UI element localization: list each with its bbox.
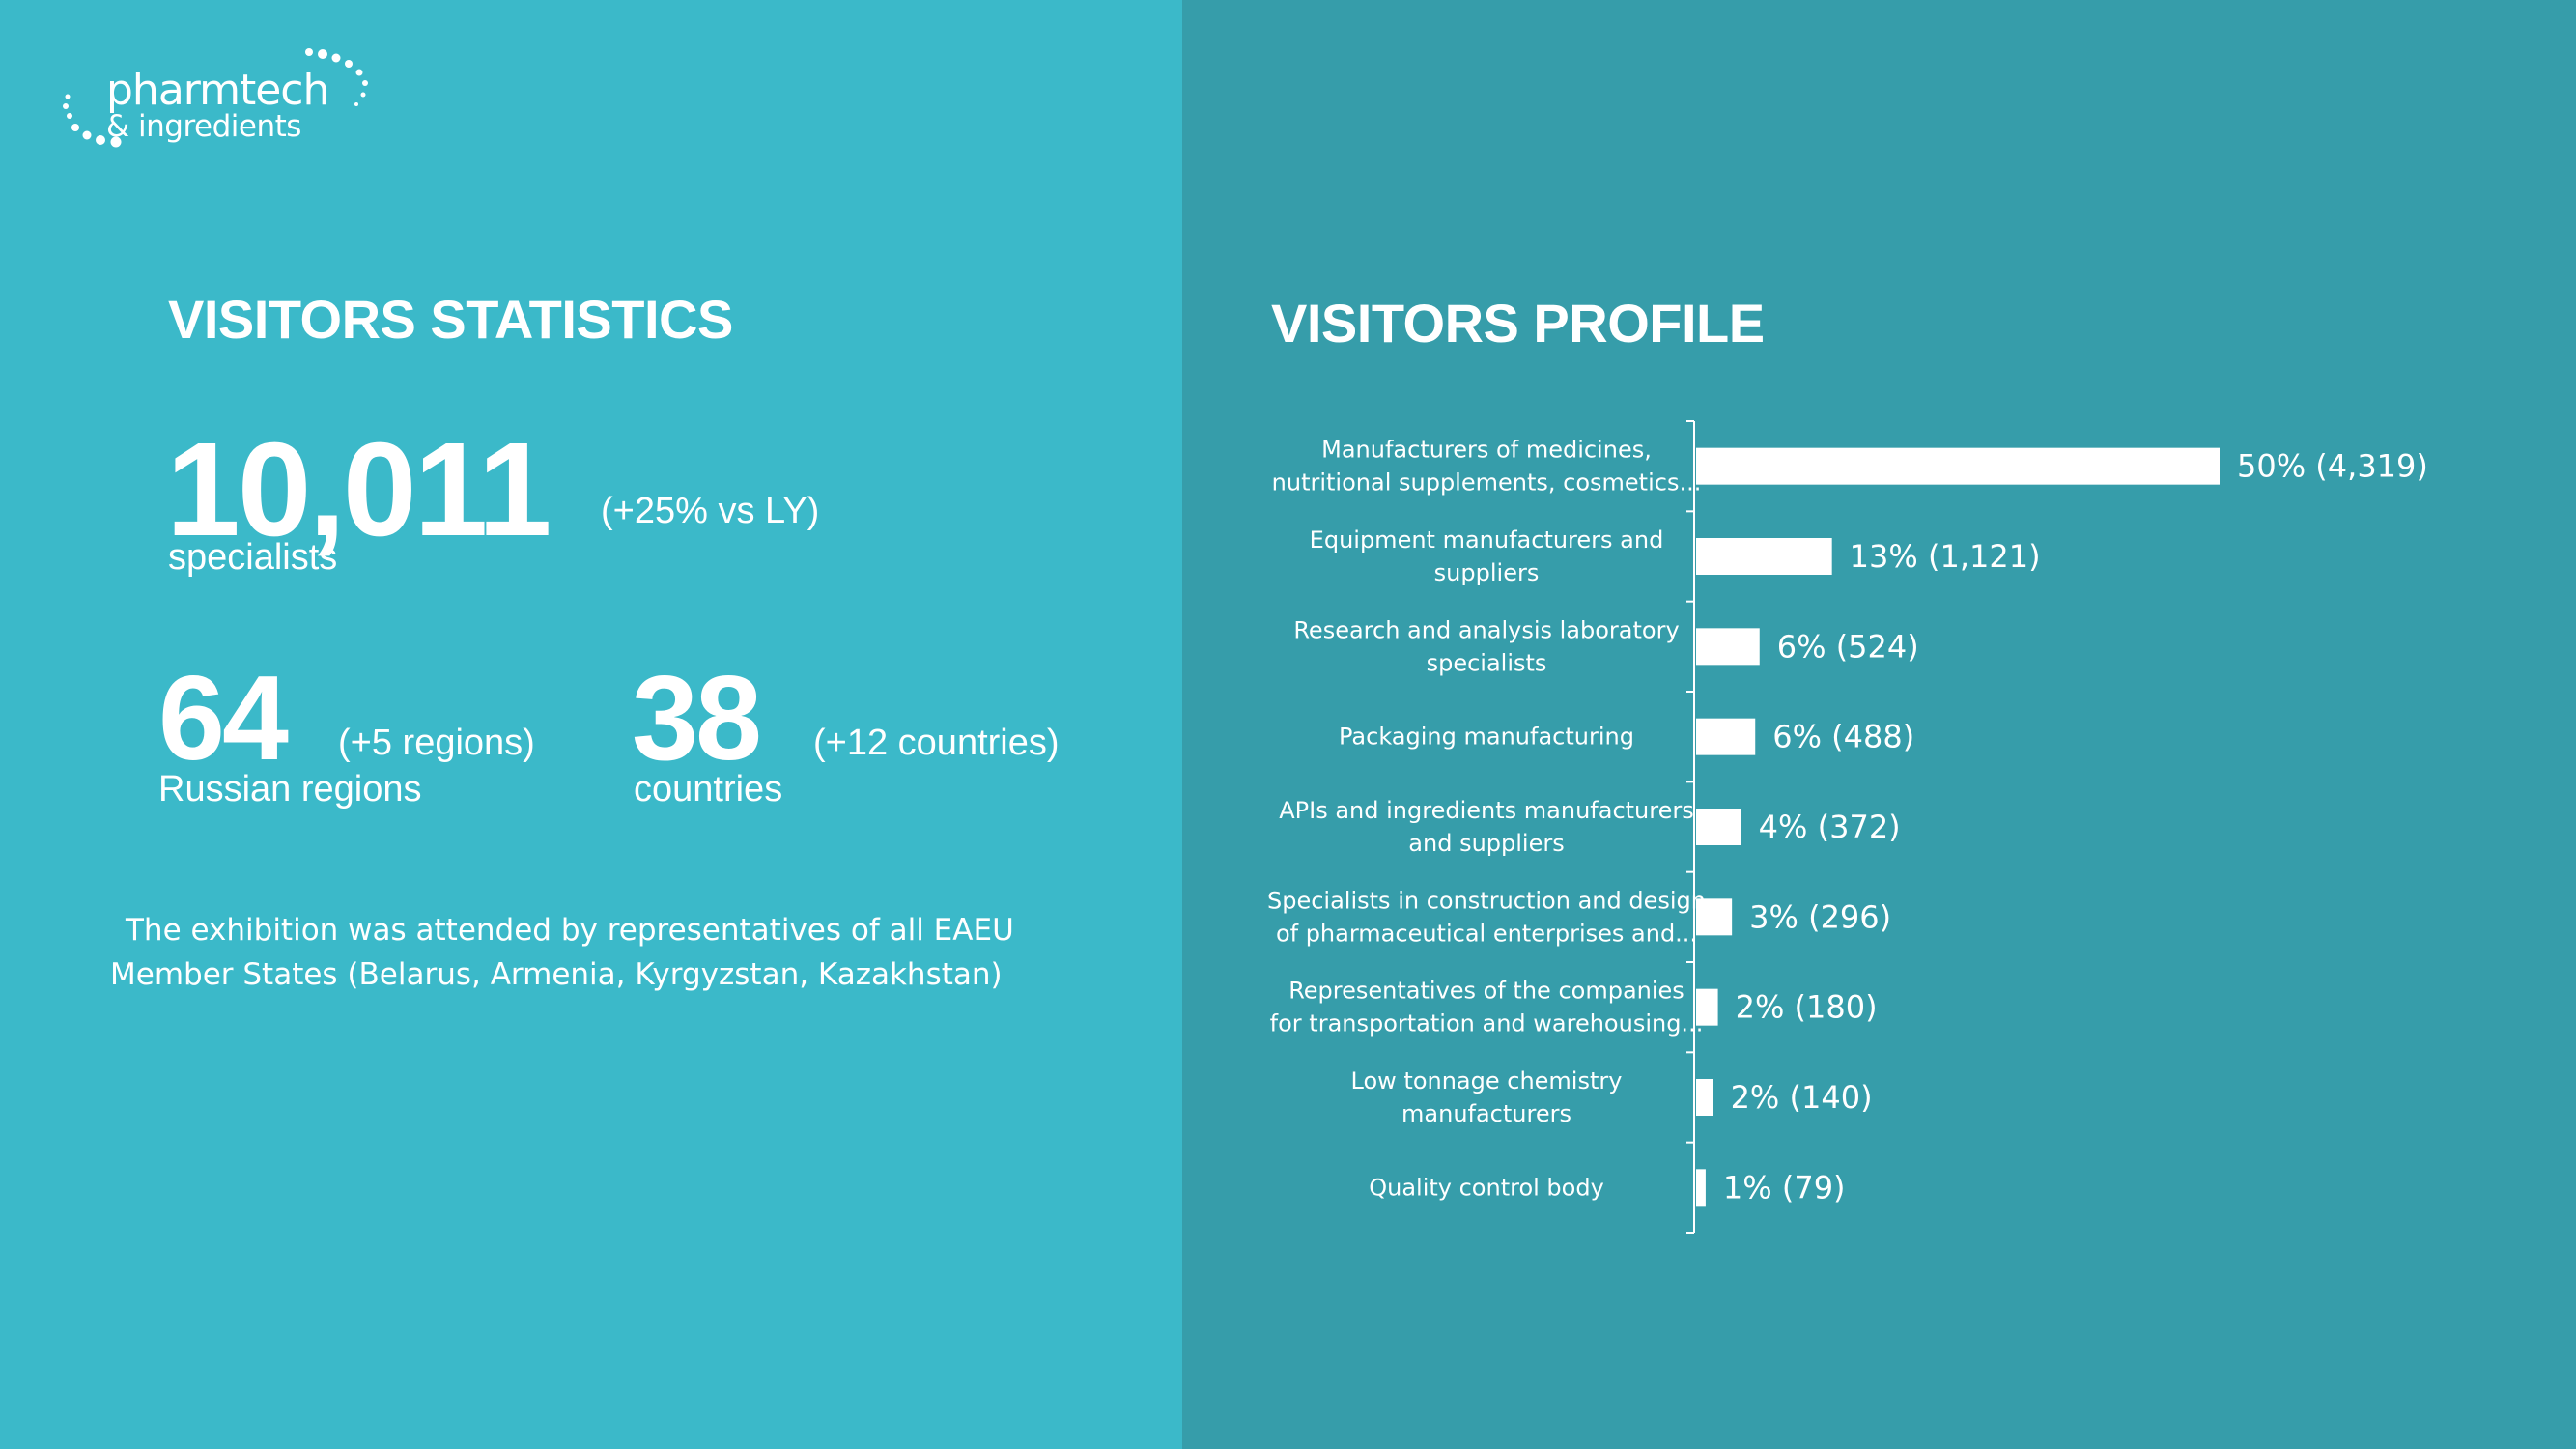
regions-count: 64 (158, 652, 289, 785)
bar-value-label: 2% (180) (1736, 989, 1878, 1026)
bar (1696, 988, 1718, 1026)
bar (1696, 898, 1733, 936)
bar-value-label: 1% (79) (1723, 1169, 1846, 1206)
logo-subwordmark: & ingredients (106, 109, 301, 144)
bar-value-label: 6% (524) (1777, 628, 1919, 665)
countries-caption: countries (634, 769, 783, 810)
bar (1696, 718, 1756, 755)
bar (1696, 447, 2220, 485)
countries-count: 38 (632, 652, 762, 785)
eaeu-note: The exhibition was attended by represent… (110, 913, 1014, 992)
bar-value-label: 50% (4,319) (2237, 448, 2428, 485)
regions-delta: (+5 regions) (338, 723, 535, 763)
category-label: Low tonnage chemistry manufacturers (1351, 1067, 1623, 1127)
bar (1696, 1079, 1713, 1116)
category-label: Representatives of the companies for tran… (1270, 978, 1704, 1037)
bar-value-label: 13% (1,121) (1850, 538, 2041, 575)
category-label: APIs and ingredients manufacturers and su… (1279, 797, 1693, 857)
profile-panel (1182, 0, 2576, 1449)
bar-value-label: 4% (372) (1759, 809, 1901, 845)
category-label: Equipment manufacturers and suppliers (1310, 526, 1664, 586)
bar (1696, 628, 1760, 666)
visitors-profile-chart: 50% (4,319) Manufacturers of medicines, nu… (1267, 420, 2428, 1234)
category-label: Packaging manufacturing (1339, 724, 1634, 751)
statistics-title: VISITORS STATISTICS (168, 289, 733, 350)
bar (1696, 538, 1832, 575)
category-label: Specialists in construction and design of… (1267, 887, 1706, 947)
specialists-delta: (+25% vs LY) (601, 491, 820, 531)
bar (1696, 809, 1741, 845)
category-label: Manufacturers of medicines, nutritional s… (1272, 437, 1702, 497)
regions-caption: Russian regions (158, 769, 422, 810)
bar-value-label: 6% (488) (1772, 719, 1914, 755)
statistics-panel (0, 0, 1182, 1449)
specialists-count: 10,011 (166, 415, 552, 564)
profile-title: VISITORS PROFILE (1271, 293, 1765, 354)
countries-delta: (+12 countries) (813, 723, 1060, 763)
logo-wordmark: pharmtech (106, 66, 329, 115)
bar-value-label: 2% (140) (1731, 1079, 1873, 1116)
bar-value-label: 3% (296) (1749, 898, 1891, 935)
specialists-caption: specialists (168, 537, 338, 578)
category-label: Research and analysis laboratory speciali… (1293, 616, 1679, 676)
logo-dots-icon (63, 48, 368, 148)
pharmtech-logo: pharmtech & ingredients (60, 46, 388, 162)
bar (1696, 1169, 1706, 1207)
category-label: Quality control body (1369, 1174, 1604, 1201)
